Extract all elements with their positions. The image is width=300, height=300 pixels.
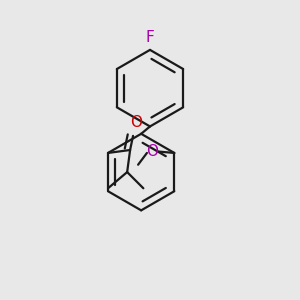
Text: O: O	[130, 115, 142, 130]
Text: F: F	[146, 30, 154, 45]
Text: O: O	[146, 144, 158, 159]
